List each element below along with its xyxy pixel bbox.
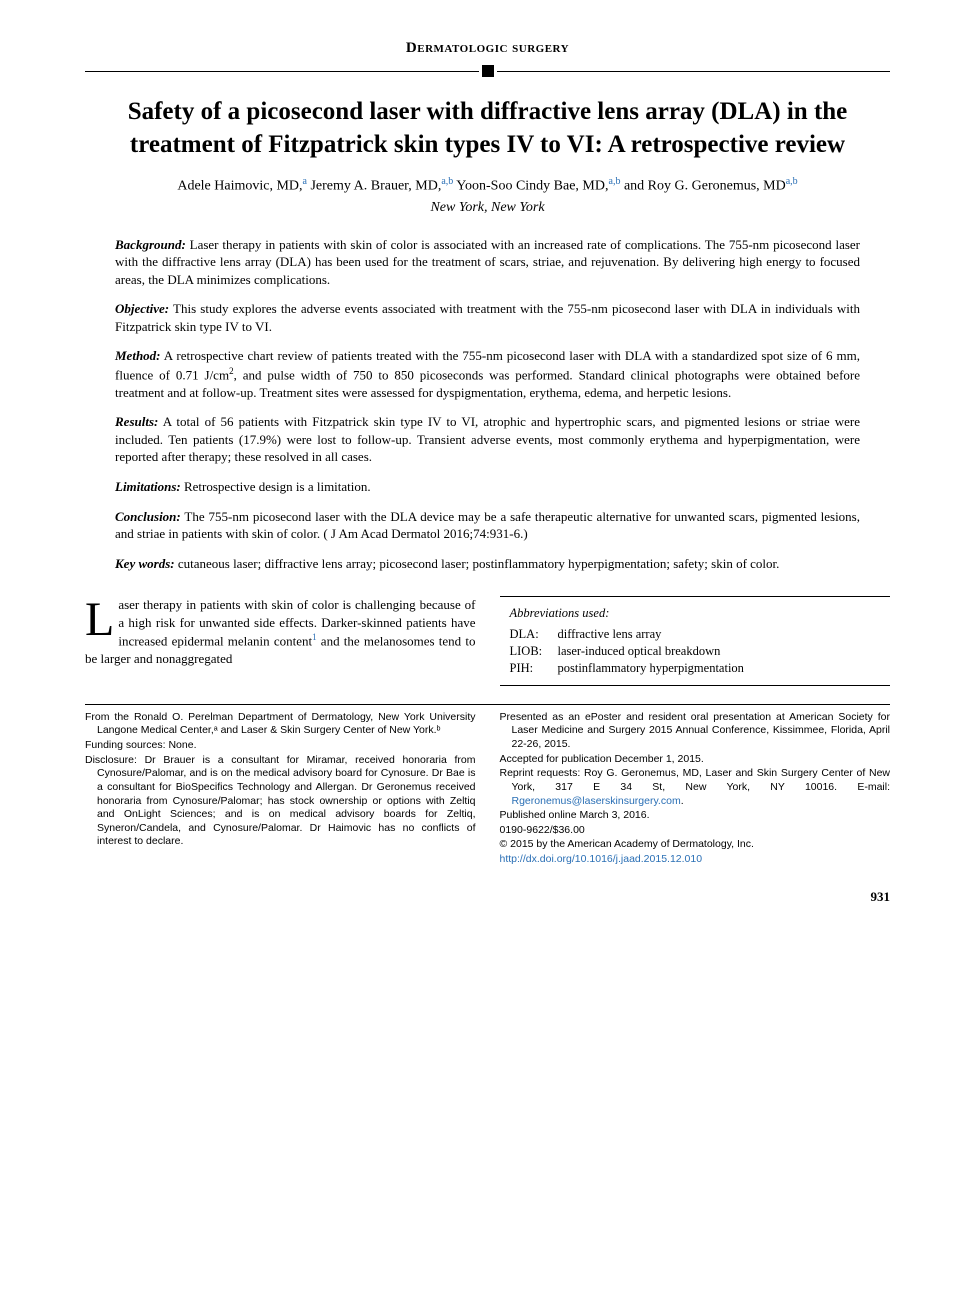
affil-sup[interactable]: a,b [609, 176, 621, 187]
footnote-issn: 0190-9622/$36.00 [500, 824, 891, 838]
abstract-label: Method: [115, 348, 161, 363]
footnote-published: Published online March 3, 2016. [500, 809, 891, 823]
title-rule [85, 64, 890, 78]
section-header: Dermatologic surgery [85, 38, 890, 58]
abstract-label: Key words: [115, 556, 175, 571]
body-columns: Laser therapy in patients with skin of c… [85, 596, 890, 686]
abbrev-key: DLA: [510, 626, 558, 643]
body-left-column: Laser therapy in patients with skin of c… [85, 596, 476, 686]
author: Jeremy A. Brauer, MD, [310, 179, 441, 194]
footnote-text: . [681, 795, 684, 807]
abstract-label: Limitations: [115, 479, 181, 494]
abstract: Background: Laser therapy in patients wi… [85, 236, 890, 573]
author: and Roy G. Geronemus, MD [624, 179, 786, 194]
author: Yoon-Soo Cindy Bae, MD, [456, 179, 608, 194]
footnotes: From the Ronald O. Perelman Department o… [85, 711, 890, 868]
abstract-method: Method: A retrospective chart review of … [115, 347, 860, 401]
footnote-doi: http://dx.doi.org/10.1016/j.jaad.2015.12… [500, 853, 891, 867]
author-list: Adele Haimovic, MD,a Jeremy A. Brauer, M… [85, 175, 890, 197]
affil-sup[interactable]: a [303, 176, 307, 187]
article-title: Safety of a picosecond laser with diffra… [85, 96, 890, 161]
abbrev-row: DLA: diffractive lens array [510, 626, 881, 643]
footnote-rule [85, 704, 890, 705]
abbrev-key: PIH: [510, 660, 558, 677]
abbrev-key: LIOB: [510, 643, 558, 660]
abstract-label: Results: [115, 414, 158, 429]
abbrev-val: laser-induced optical breakdown [558, 643, 721, 660]
footnote-text: Reprint requests: Roy G. Geronemus, MD, … [500, 767, 891, 793]
footnote-reprint: Reprint requests: Roy G. Geronemus, MD, … [500, 767, 891, 808]
abstract-text: cutaneous laser; diffractive lens array;… [175, 556, 780, 571]
abbrev-val: diffractive lens array [558, 626, 662, 643]
footnote-accepted: Accepted for publication December 1, 201… [500, 753, 891, 767]
abbrev-row: LIOB: laser-induced optical breakdown [510, 643, 881, 660]
author: Adele Haimovic, MD, [177, 179, 302, 194]
dropcap: L [85, 596, 118, 641]
abstract-results: Results: A total of 56 patients with Fit… [115, 413, 860, 466]
author-location: New York, New York [85, 199, 890, 218]
abstract-text: This study explores the adverse events a… [115, 301, 860, 334]
abstract-background: Background: Laser therapy in patients wi… [115, 236, 860, 289]
abbrev-title: Abbreviations used: [510, 605, 881, 622]
abstract-label: Background: [115, 237, 186, 252]
footnote-presented: Presented as an ePoster and resident ora… [500, 711, 891, 752]
footnote-copyright: © 2015 by the American Academy of Dermat… [500, 838, 891, 852]
email-link[interactable]: Rgeronemus@laserskinsurgery.com [512, 795, 681, 807]
abstract-text: A total of 56 patients with Fitzpatrick … [115, 414, 860, 464]
abstract-conclusion: Conclusion: The 755-nm picosecond laser … [115, 508, 860, 543]
footnote-funding: Funding sources: None. [85, 739, 476, 753]
affil-sup[interactable]: a,b [786, 176, 798, 187]
abbrev-row: PIH: postinflammatory hyperpigmentation [510, 660, 881, 677]
abstract-objective: Objective: This study explores the adver… [115, 300, 860, 335]
footnote-disclosure: Disclosure: Dr Brauer is a consultant fo… [85, 754, 476, 849]
body-right-column: Abbreviations used: DLA: diffractive len… [500, 596, 891, 686]
doi-link[interactable]: http://dx.doi.org/10.1016/j.jaad.2015.12… [500, 853, 703, 865]
footnote-right-column: Presented as an ePoster and resident ora… [500, 711, 891, 868]
abstract-text: Laser therapy in patients with skin of c… [115, 237, 860, 287]
footnote-left-column: From the Ronald O. Perelman Department o… [85, 711, 476, 868]
page-number: 931 [85, 888, 890, 906]
abstract-keywords: Key words: cutaneous laser; diffractive … [115, 555, 860, 573]
abstract-limitations: Limitations: Retrospective design is a l… [115, 478, 860, 496]
affil-sup[interactable]: a,b [441, 176, 453, 187]
abbrev-val: postinflammatory hyperpigmentation [558, 660, 744, 677]
abbreviations-box: Abbreviations used: DLA: diffractive len… [500, 596, 891, 686]
abstract-text: Retrospective design is a limitation. [181, 479, 371, 494]
abstract-text: The 755-nm picosecond laser with the DLA… [115, 509, 860, 542]
abstract-label: Objective: [115, 301, 169, 316]
abstract-label: Conclusion: [115, 509, 181, 524]
footnote-affiliation: From the Ronald O. Perelman Department o… [85, 711, 476, 738]
